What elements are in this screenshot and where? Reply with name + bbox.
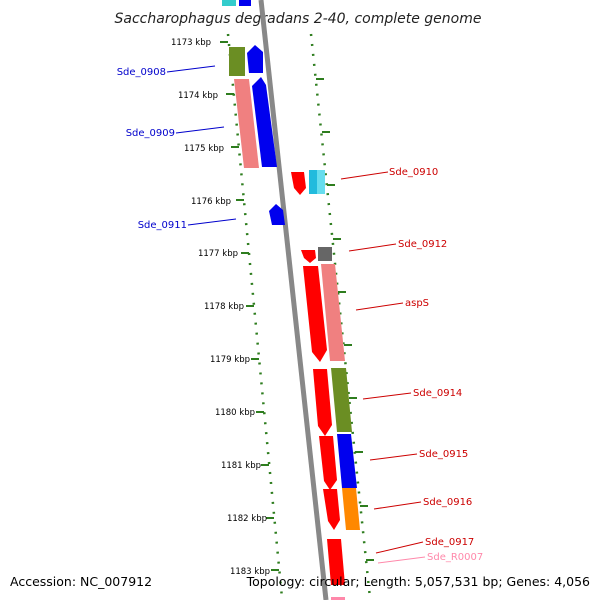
- kbp-tick-label: 1179 kbp: [210, 355, 250, 365]
- gene-sde-0909[interactable]: [234, 77, 277, 168]
- gene-sde-0911[interactable]: [269, 204, 285, 225]
- label-leader-lines: [166, 65, 426, 564]
- gene-label[interactable]: aspS: [405, 298, 429, 309]
- accession-text: Accession: NC_007912: [10, 574, 152, 589]
- kbp-tick-label: 1175 kbp: [184, 144, 224, 154]
- kbp-tick: 1175 kbp: [184, 144, 239, 154]
- kbp-tick: 1173 kbp: [171, 38, 228, 48]
- kbp-tick-label: 1182 kbp: [227, 514, 267, 524]
- gene-sde-0915[interactable]: [319, 434, 357, 490]
- gene-label[interactable]: Sde_0912: [398, 239, 447, 250]
- gene-label[interactable]: Sde_0911: [138, 220, 187, 231]
- map-title: Saccharophagus degradans 2-40, complete …: [115, 11, 482, 27]
- gene-sde-0910[interactable]: [291, 170, 325, 195]
- kbp-tick-label: 1180 kbp: [215, 408, 255, 418]
- kbp-tick: 1179 kbp: [210, 355, 259, 365]
- kbp-tick: 1183 kbp: [230, 567, 279, 577]
- gene-sde-r0007[interactable]: [331, 597, 345, 600]
- kbp-tick-label: 1183 kbp: [230, 567, 270, 577]
- gene-label[interactable]: Sde_0908: [117, 67, 166, 78]
- kbp-tick-label: 1173 kbp: [171, 38, 211, 48]
- gene-label[interactable]: Sde_R0007: [427, 552, 483, 563]
- kbp-tick-label: 1178 kbp: [204, 302, 244, 312]
- gene-label[interactable]: Sde_0909: [126, 128, 175, 139]
- gene-label[interactable]: Sde_0915: [419, 449, 468, 460]
- top-gene-fragments: [222, 0, 251, 6]
- gene-sde-0916[interactable]: [323, 488, 360, 530]
- gene-label[interactable]: Sde_0916: [423, 497, 472, 508]
- kbp-tick: 1177 kbp: [198, 249, 249, 259]
- kbp-tick-label: 1177 kbp: [198, 249, 238, 259]
- outer-ruler-ticks: [316, 78, 374, 561]
- kbp-tick: 1178 kbp: [204, 302, 254, 312]
- kbp-tick: 1181 kbp: [221, 461, 269, 471]
- kbp-tick: 1180 kbp: [215, 408, 264, 418]
- gene-sde-0917[interactable]: [327, 539, 345, 585]
- genome-backbone: [258, 0, 329, 600]
- gene-label[interactable]: Sde_0910: [389, 167, 438, 178]
- gene-sde-0908[interactable]: [229, 45, 263, 76]
- gene-aspS[interactable]: [303, 264, 345, 362]
- gene-sde-0912[interactable]: [301, 247, 332, 263]
- kbp-tick-label: 1176 kbp: [191, 197, 231, 207]
- kbp-tick-label: 1181 kbp: [221, 461, 261, 471]
- kbp-tick: 1176 kbp: [191, 197, 244, 207]
- kbp-tick-label: 1174 kbp: [178, 91, 218, 101]
- kbp-tick: 1174 kbp: [178, 91, 234, 101]
- gene-sde-0914[interactable]: [313, 368, 352, 436]
- gene-label[interactable]: Sde_0917: [425, 537, 474, 548]
- gene-label[interactable]: Sde_0914: [413, 388, 462, 399]
- kbp-tick: 1182 kbp: [227, 514, 274, 524]
- kbp-ruler: 1173 kbp 1174 kbp 1175 kbp 1176 kbp 1177…: [171, 38, 279, 577]
- genome-summary-text: Topology: circular; Length: 5,057,531 bp…: [246, 574, 590, 589]
